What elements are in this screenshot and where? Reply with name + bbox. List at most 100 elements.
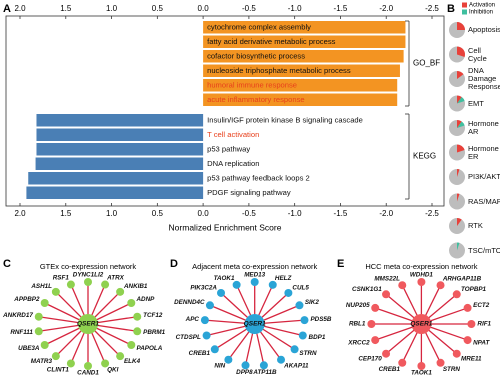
- node-label: CAND1: [77, 370, 99, 377]
- legend-label: Inhibition: [469, 10, 493, 16]
- node-label: ATP11B: [252, 369, 277, 376]
- pie-label: Hormone AR: [468, 119, 499, 136]
- x-tick-label-top: 1.0: [106, 4, 118, 13]
- node-label: SIK2: [305, 299, 319, 306]
- node-label: TAOK1: [411, 370, 432, 377]
- node-label: NIN: [214, 362, 225, 369]
- node-label: RBL1: [349, 321, 366, 328]
- node-label: RNF111: [10, 329, 33, 336]
- network-node: [452, 290, 461, 299]
- network-node: [371, 303, 380, 312]
- node-label: ATRX: [106, 275, 124, 282]
- network-node: [463, 303, 472, 312]
- panel-letter: E: [337, 258, 344, 270]
- panel-letter: A: [3, 3, 11, 15]
- node-label: MATR3: [31, 358, 53, 365]
- network-node: [40, 341, 49, 349]
- bar-label: T cell activation: [207, 130, 259, 139]
- x-tick-label-top: 0.5: [152, 4, 164, 13]
- bar: [203, 93, 398, 106]
- x-tick-label: -1.5: [334, 209, 348, 218]
- network-title: GTEx co-expression network: [40, 262, 137, 271]
- x-tick-label: -0.5: [242, 209, 256, 218]
- x-axis-title: Normalized Enrichment Score: [169, 222, 282, 232]
- node-label: APC: [185, 316, 200, 323]
- node-label: CLINT1: [47, 367, 70, 374]
- panel-letter: C: [3, 258, 11, 270]
- bar-label: humoral immune response: [207, 81, 297, 90]
- network-node: [367, 320, 376, 328]
- node-label: QKI: [107, 367, 118, 374]
- bar: [36, 128, 204, 141]
- pie-slice: [457, 97, 465, 104]
- x-tick-label-top: -1.0: [288, 4, 302, 13]
- node-label: CTDSPL: [176, 334, 201, 341]
- network-node: [224, 355, 233, 364]
- network-node: [398, 281, 407, 290]
- bar-label: DNA replication: [207, 159, 259, 168]
- network-node: [300, 316, 309, 325]
- network-title: HCC meta co-expression network: [365, 262, 477, 271]
- pie-label: Hormone ER: [468, 143, 499, 161]
- node-label: MMS22L: [374, 275, 400, 282]
- network-node: [34, 327, 43, 336]
- bar: [203, 35, 406, 48]
- node-label: APPBP2: [13, 296, 40, 303]
- network-node: [101, 359, 110, 368]
- bar-label: p53 pathway: [207, 145, 250, 154]
- pie-slice: [457, 144, 465, 153]
- x-tick-label-top: -2.0: [379, 4, 393, 13]
- legend-swatch: [462, 2, 467, 8]
- network-node: [467, 320, 476, 328]
- pie-label: EMT: [468, 98, 484, 108]
- x-tick-label: 1.5: [60, 209, 72, 218]
- node-label: NUP205: [346, 302, 370, 309]
- bar: [36, 114, 204, 127]
- pie-label: PI3K/AKT: [468, 172, 500, 181]
- network-node: [284, 288, 293, 297]
- bar-label: PDGF signaling pathway: [207, 188, 291, 197]
- network-node: [133, 312, 142, 321]
- node-label: CREB1: [379, 366, 401, 373]
- center-node: [411, 314, 432, 334]
- bar: [35, 157, 204, 170]
- node-label: STRN: [299, 350, 317, 357]
- network-node: [127, 299, 136, 307]
- x-tick-label-top: -0.5: [242, 4, 256, 13]
- bar: [26, 186, 204, 199]
- network-node: [250, 278, 259, 286]
- network-node: [202, 331, 211, 340]
- node-label: ECT2: [473, 302, 490, 309]
- network-node: [51, 352, 60, 361]
- network-node: [382, 290, 391, 299]
- node-label: TAOK1: [214, 275, 235, 282]
- network-node: [382, 349, 391, 358]
- bar: [203, 64, 400, 77]
- network-node: [417, 362, 426, 370]
- network-node: [205, 301, 214, 310]
- bar-label: p53 pathway feedback loops 2: [207, 174, 310, 183]
- pie-slice: [457, 121, 465, 128]
- bar: [203, 79, 398, 92]
- network-node: [436, 281, 445, 290]
- node-label: CSNK1G1: [352, 286, 382, 293]
- x-tick-label: 1.0: [106, 209, 118, 218]
- legend-label: Activation: [469, 3, 495, 9]
- pie-label: Apoptosis: [468, 25, 500, 34]
- pie-slice: [457, 218, 462, 226]
- pie-label: DNA Damage Response: [468, 66, 500, 91]
- pie-slice: [457, 193, 460, 202]
- network-node: [259, 361, 268, 370]
- panel-letter: D: [170, 258, 178, 270]
- network-node: [127, 341, 136, 349]
- network-node: [417, 278, 426, 286]
- pie-label: RTK: [468, 221, 483, 230]
- network-node: [51, 287, 60, 296]
- x-tick-label: -2.5: [425, 209, 439, 218]
- network-node: [277, 355, 286, 364]
- panel-letter: B: [447, 3, 455, 15]
- pie-slice: [457, 71, 464, 79]
- node-label: PAPOLA: [136, 345, 162, 352]
- node-label: CUL5: [292, 284, 309, 291]
